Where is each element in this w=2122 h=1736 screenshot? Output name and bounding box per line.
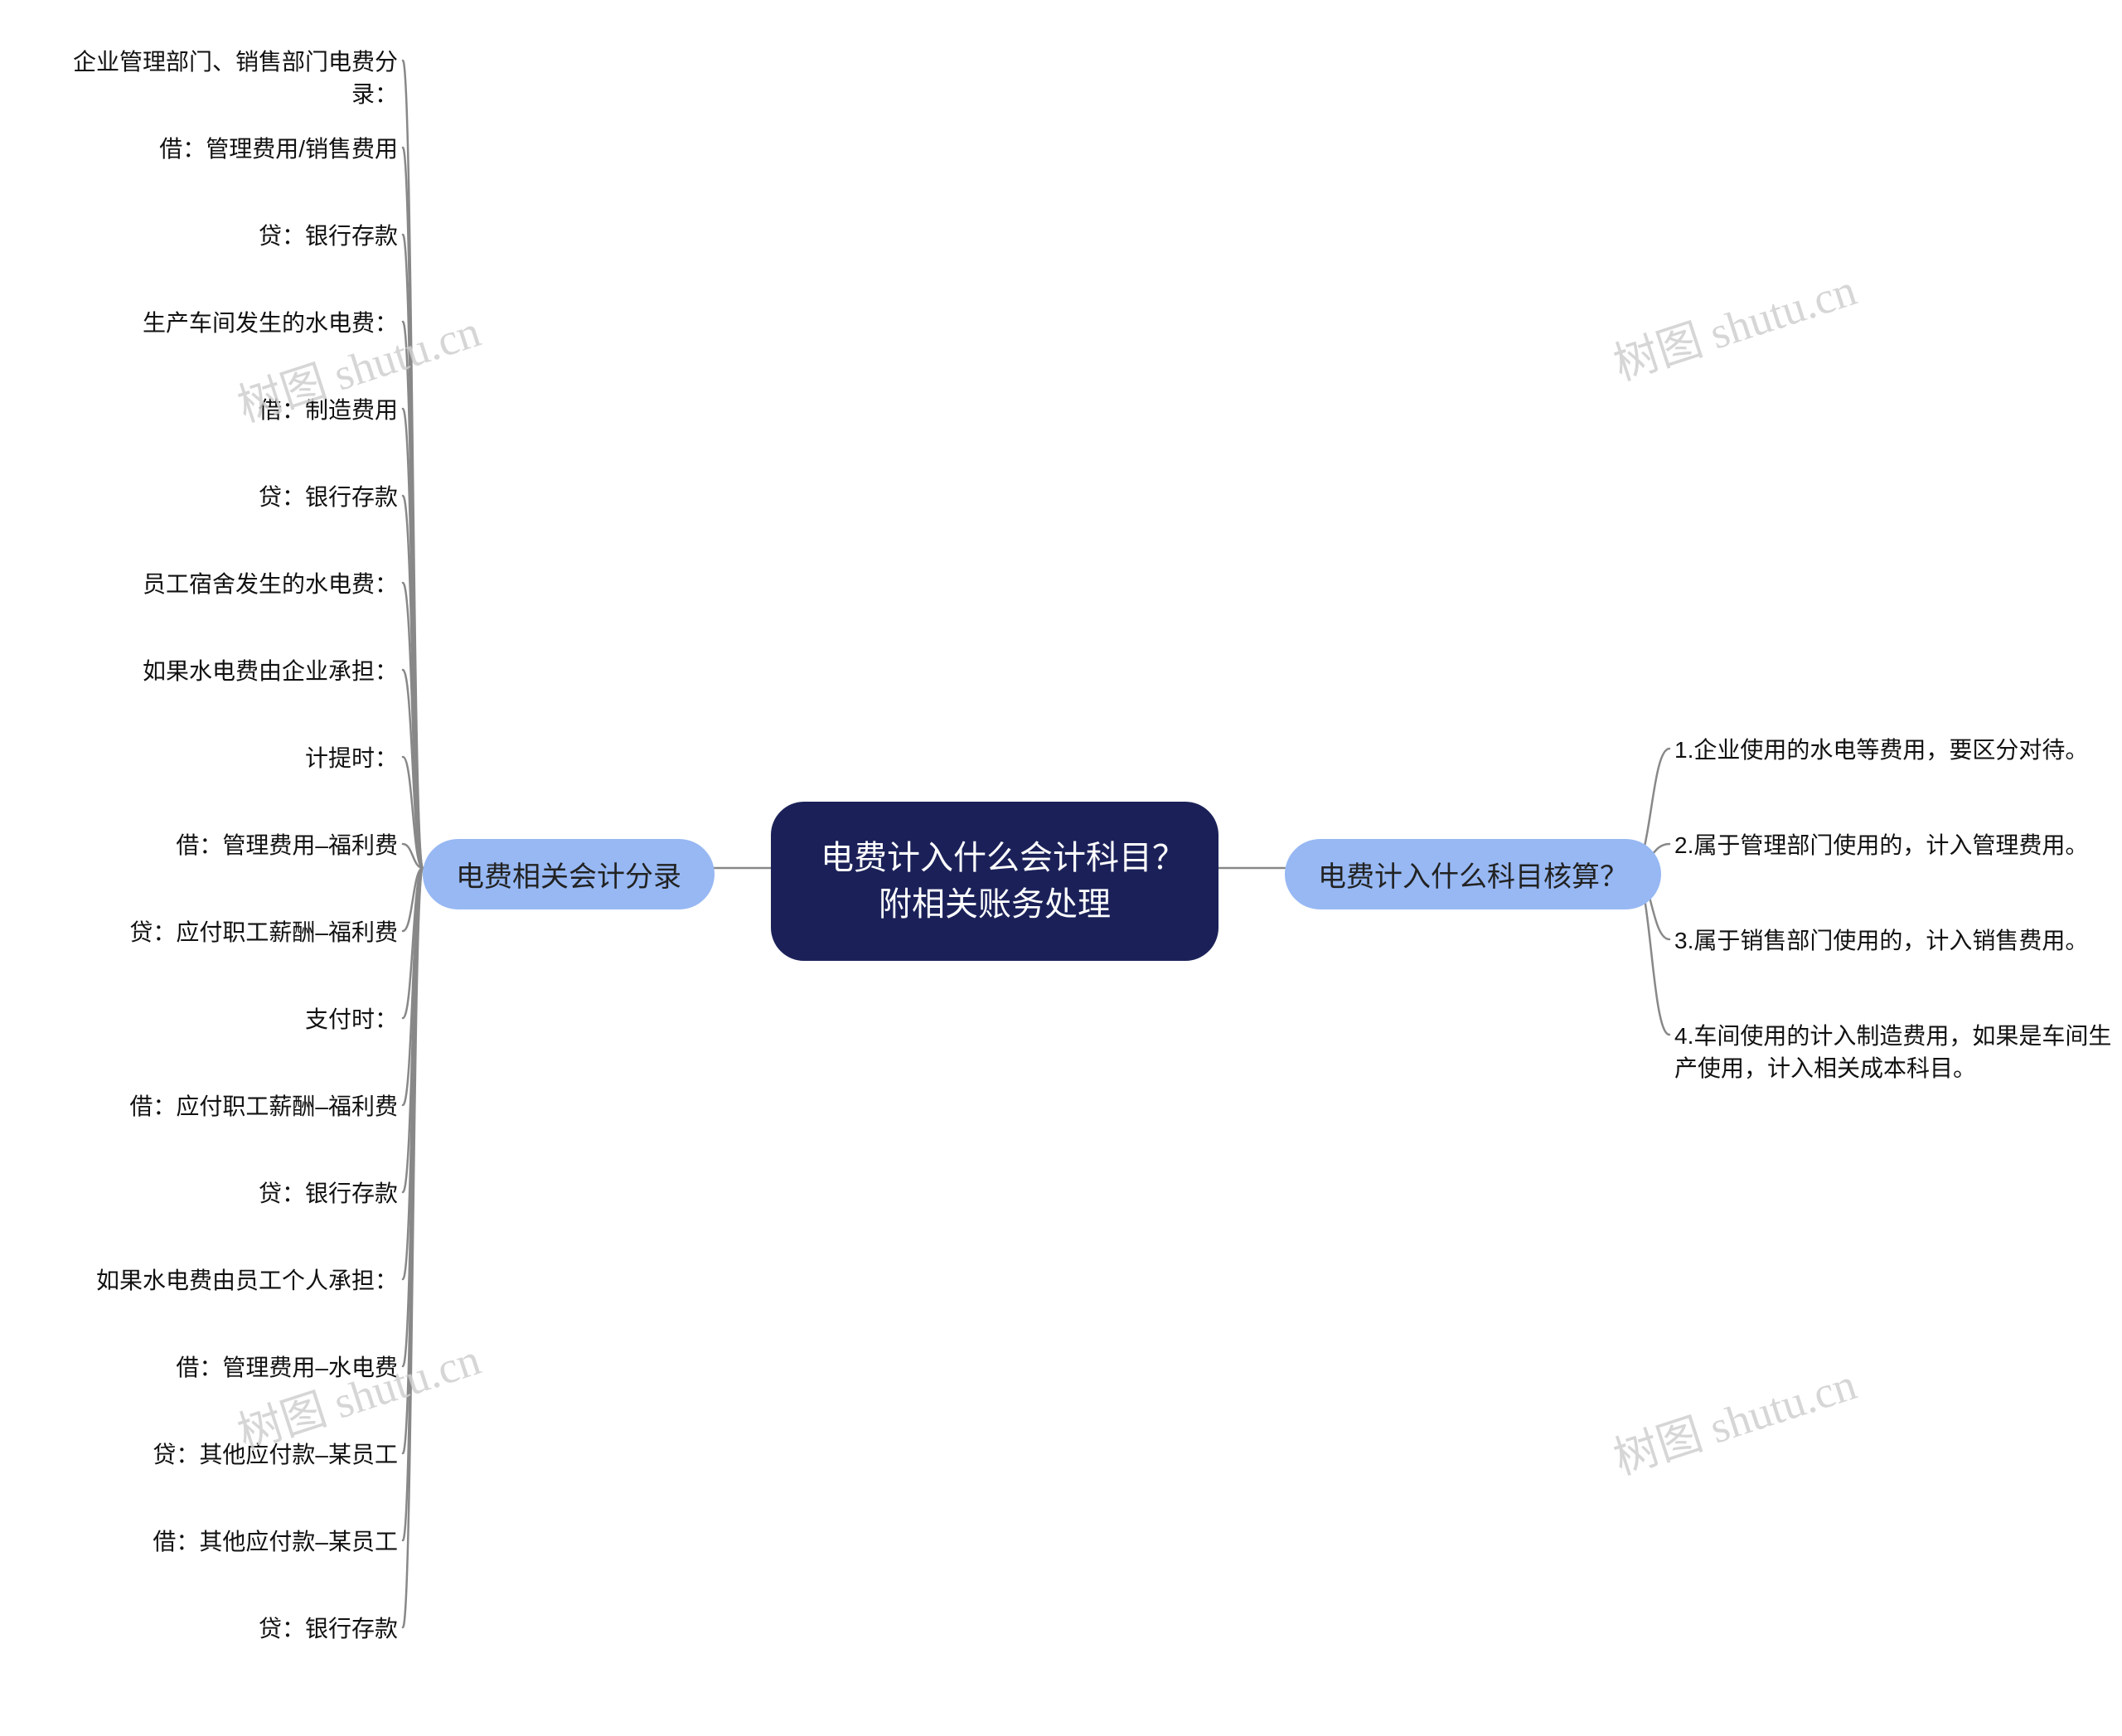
branch-left[interactable]: 电费相关会计分录 [423,839,715,909]
left-leaf[interactable]: 贷：银行存款 [259,220,398,252]
left-leaf[interactable]: 生产车间发生的水电费： [143,307,398,339]
right-leaf[interactable]: 4.车间使用的计入制造费用，如果是车间生产使用，计入相关成本科目。 [1674,1020,2114,1084]
center-node[interactable]: 电费计入什么会计科目？ 附相关账务处理 [771,802,1218,961]
left-leaf[interactable]: 借：制造费用 [259,394,398,426]
branch-right[interactable]: 电费计入什么科目核算？ [1285,839,1661,909]
right-leaf[interactable]: 2.属于管理部门使用的，计入管理费用。 [1674,829,2088,861]
left-leaf[interactable]: 计提时： [305,742,398,774]
left-leaf[interactable]: 借：管理费用–水电费 [176,1351,398,1384]
watermark: 树图 shutu.cn [1604,1347,1863,1487]
left-leaf[interactable]: 员工宿舍发生的水电费： [143,568,398,600]
left-leaf[interactable]: 贷：其他应付款–某员工 [153,1438,398,1471]
right-leaf[interactable]: 1.企业使用的水电等费用，要区分对待。 [1674,734,2088,766]
left-leaf[interactable]: 企业管理部门、销售部门电费分录： [33,46,398,110]
left-leaf[interactable]: 借：其他应付款–某员工 [153,1525,398,1558]
left-leaf[interactable]: 借：应付职工薪酬–福利费 [129,1090,398,1123]
left-leaf[interactable]: 贷：银行存款 [259,1612,398,1645]
watermark: 树图 shutu.cn [1604,253,1863,393]
right-leaf[interactable]: 3.属于销售部门使用的，计入销售费用。 [1674,924,2088,957]
left-leaf[interactable]: 贷：应付职工薪酬–福利费 [129,916,398,948]
left-leaf[interactable]: 借：管理费用/销售费用 [159,133,398,165]
left-leaf[interactable]: 贷：银行存款 [259,1177,398,1210]
left-leaf[interactable]: 贷：银行存款 [259,481,398,513]
left-leaf[interactable]: 支付时： [305,1003,398,1035]
left-leaf[interactable]: 如果水电费由员工个人承担： [96,1264,398,1297]
left-leaf[interactable]: 如果水电费由企业承担： [143,655,398,687]
left-leaf[interactable]: 借：管理费用–福利费 [176,829,398,861]
